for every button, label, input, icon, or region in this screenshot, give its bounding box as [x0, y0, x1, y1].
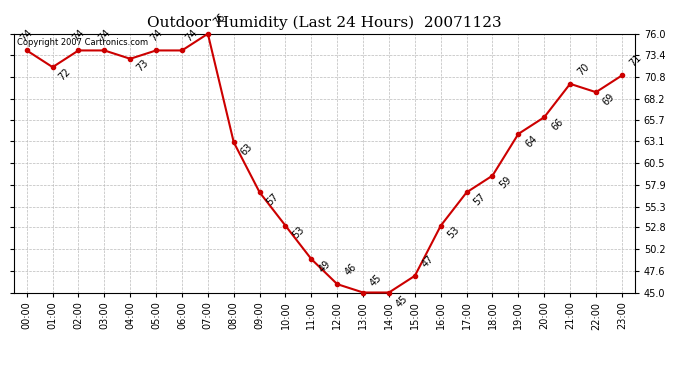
Text: 74: 74	[184, 28, 199, 44]
Text: 74: 74	[148, 28, 164, 44]
Text: 74: 74	[19, 28, 34, 44]
Text: 45: 45	[368, 273, 384, 288]
Text: 69: 69	[601, 92, 617, 107]
Text: 46: 46	[342, 262, 358, 278]
Text: 49: 49	[317, 258, 333, 274]
Text: 57: 57	[265, 192, 281, 207]
Text: 76: 76	[212, 11, 228, 27]
Text: 71: 71	[627, 53, 643, 69]
Text: 74: 74	[71, 28, 86, 44]
Text: 45: 45	[394, 293, 410, 309]
Text: 74: 74	[97, 28, 112, 44]
Text: 59: 59	[497, 175, 513, 190]
Title: Outdoor Humidity (Last 24 Hours)  20071123: Outdoor Humidity (Last 24 Hours) 2007112…	[147, 15, 502, 30]
Text: 73: 73	[134, 58, 150, 74]
Text: Copyright 2007 Cartronics.com: Copyright 2007 Cartronics.com	[17, 38, 148, 46]
Text: 66: 66	[549, 117, 565, 132]
Text: 57: 57	[472, 192, 488, 207]
Text: 63: 63	[239, 141, 255, 157]
Text: 70: 70	[575, 62, 591, 77]
Text: 64: 64	[524, 133, 540, 149]
Text: 47: 47	[420, 253, 436, 269]
Text: 53: 53	[446, 225, 462, 241]
Text: 53: 53	[290, 225, 306, 241]
Text: 72: 72	[57, 66, 72, 82]
